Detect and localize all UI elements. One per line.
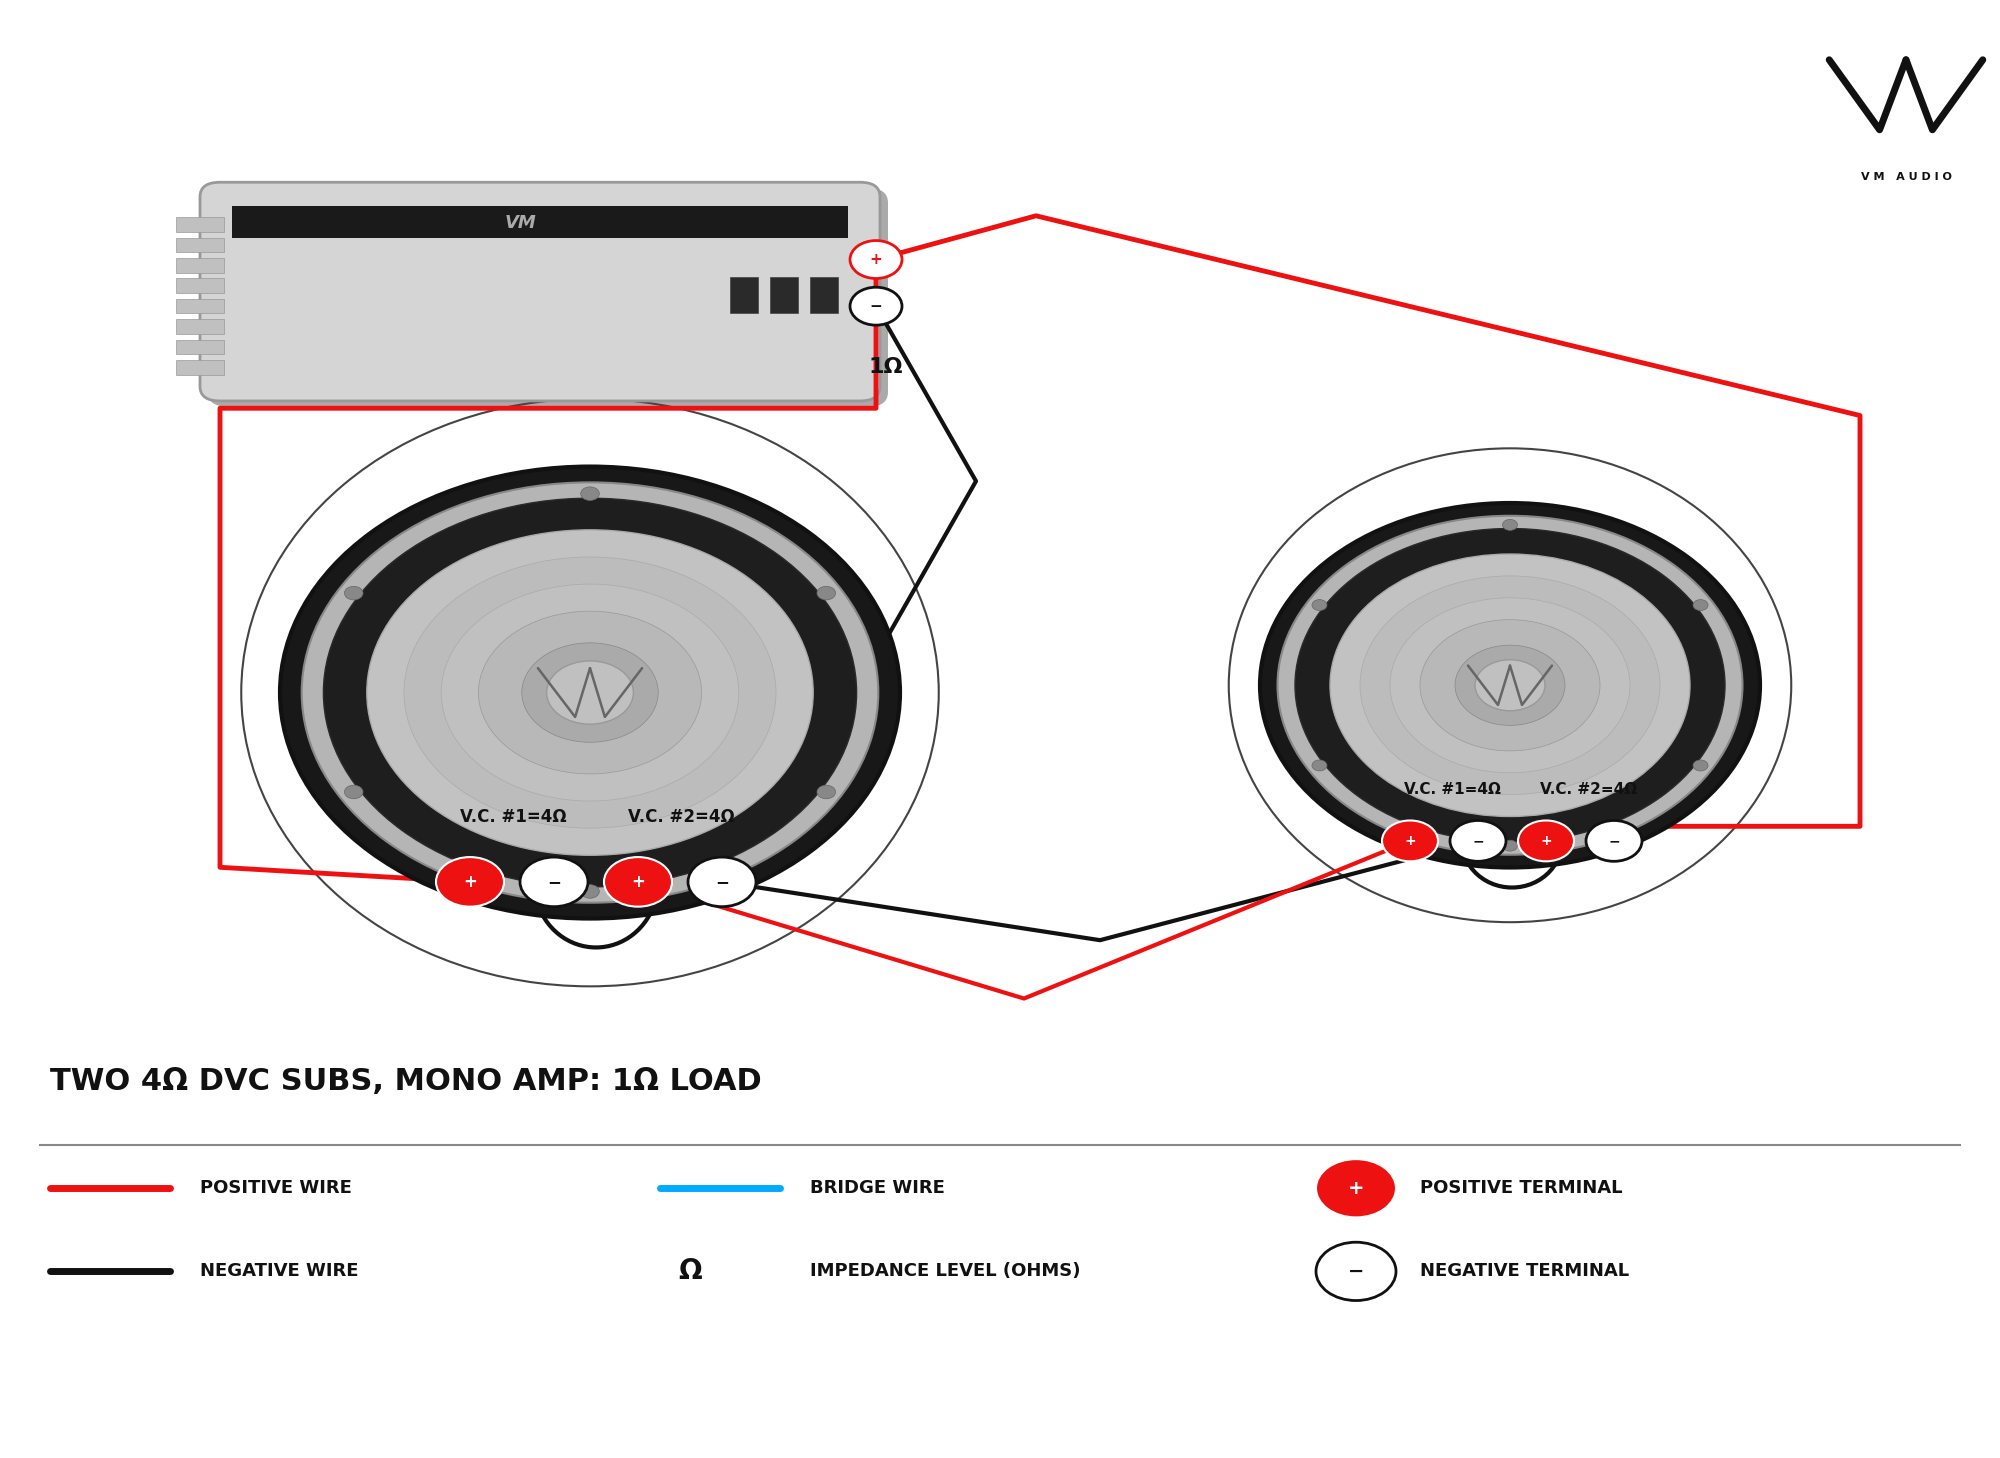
Circle shape xyxy=(546,660,634,725)
Text: −: − xyxy=(548,873,560,891)
Circle shape xyxy=(1694,760,1708,771)
FancyBboxPatch shape xyxy=(208,188,888,407)
Circle shape xyxy=(1312,760,1326,771)
Circle shape xyxy=(1502,519,1518,531)
Bar xyxy=(176,299,224,313)
Text: TWO 4Ω DVC SUBS, MONO AMP: 1Ω LOAD: TWO 4Ω DVC SUBS, MONO AMP: 1Ω LOAD xyxy=(50,1067,762,1096)
Circle shape xyxy=(1518,821,1574,862)
Circle shape xyxy=(302,483,878,903)
Circle shape xyxy=(1476,659,1544,712)
Circle shape xyxy=(1450,821,1506,862)
Circle shape xyxy=(344,586,364,599)
Text: −: − xyxy=(1472,834,1484,849)
Text: POSITIVE TERMINAL: POSITIVE TERMINAL xyxy=(1420,1180,1622,1197)
Text: NEGATIVE TERMINAL: NEGATIVE TERMINAL xyxy=(1420,1263,1630,1280)
Text: Ω: Ω xyxy=(678,1257,702,1286)
Bar xyxy=(176,360,224,375)
Circle shape xyxy=(580,487,600,500)
FancyBboxPatch shape xyxy=(200,182,880,401)
Circle shape xyxy=(1316,1159,1396,1217)
Circle shape xyxy=(324,499,856,886)
Text: +: + xyxy=(1404,834,1416,849)
Circle shape xyxy=(1360,576,1660,795)
Circle shape xyxy=(1586,821,1642,862)
Bar xyxy=(730,277,758,313)
Circle shape xyxy=(1390,598,1630,773)
Circle shape xyxy=(1694,599,1708,611)
Text: −: − xyxy=(1608,834,1620,849)
Bar xyxy=(176,340,224,354)
Circle shape xyxy=(1260,503,1760,868)
Circle shape xyxy=(850,287,902,325)
Circle shape xyxy=(1278,516,1742,854)
Circle shape xyxy=(366,529,814,856)
Text: V.C. #1=4Ω: V.C. #1=4Ω xyxy=(1404,781,1500,798)
Circle shape xyxy=(404,557,776,828)
Text: +: + xyxy=(870,252,882,267)
Text: 1Ω: 1Ω xyxy=(868,357,904,378)
Bar xyxy=(176,217,224,232)
Bar xyxy=(176,319,224,334)
Text: V.C. #1=4Ω: V.C. #1=4Ω xyxy=(460,809,566,827)
Circle shape xyxy=(1382,821,1438,862)
Text: −: − xyxy=(716,873,728,891)
Circle shape xyxy=(478,611,702,774)
Circle shape xyxy=(520,857,588,907)
Circle shape xyxy=(1296,529,1724,843)
Text: VM: VM xyxy=(504,214,536,232)
Circle shape xyxy=(522,643,658,742)
Text: +: + xyxy=(1348,1178,1364,1198)
Text: IMPEDANCE LEVEL (OHMS): IMPEDANCE LEVEL (OHMS) xyxy=(810,1263,1080,1280)
Bar xyxy=(810,277,838,313)
Text: +: + xyxy=(632,873,644,891)
Circle shape xyxy=(344,786,364,799)
Circle shape xyxy=(280,467,900,919)
Text: POSITIVE WIRE: POSITIVE WIRE xyxy=(200,1180,352,1197)
Circle shape xyxy=(1420,620,1600,751)
Circle shape xyxy=(688,857,756,907)
Circle shape xyxy=(442,585,738,800)
Text: V.C. #2=4Ω: V.C. #2=4Ω xyxy=(1540,781,1638,798)
Circle shape xyxy=(850,241,902,278)
Text: +: + xyxy=(1540,834,1552,849)
Text: −: − xyxy=(870,299,882,313)
Bar xyxy=(176,278,224,293)
Circle shape xyxy=(436,857,504,907)
Circle shape xyxy=(1330,554,1690,816)
Bar xyxy=(176,258,224,273)
Circle shape xyxy=(1316,1242,1396,1301)
Text: BRIDGE WIRE: BRIDGE WIRE xyxy=(810,1180,944,1197)
Text: V M   A U D I O: V M A U D I O xyxy=(1860,172,1952,182)
Circle shape xyxy=(816,786,836,799)
Bar xyxy=(176,238,224,252)
Text: −: − xyxy=(1348,1261,1364,1282)
Circle shape xyxy=(816,586,836,599)
Text: NEGATIVE WIRE: NEGATIVE WIRE xyxy=(200,1263,358,1280)
Circle shape xyxy=(580,885,600,898)
Circle shape xyxy=(1502,840,1518,851)
Bar xyxy=(770,277,798,313)
Text: +: + xyxy=(464,873,476,891)
Text: V.C. #2=4Ω: V.C. #2=4Ω xyxy=(628,809,734,827)
Bar xyxy=(232,206,848,238)
Circle shape xyxy=(1312,599,1326,611)
Circle shape xyxy=(1456,644,1564,726)
Circle shape xyxy=(604,857,672,907)
